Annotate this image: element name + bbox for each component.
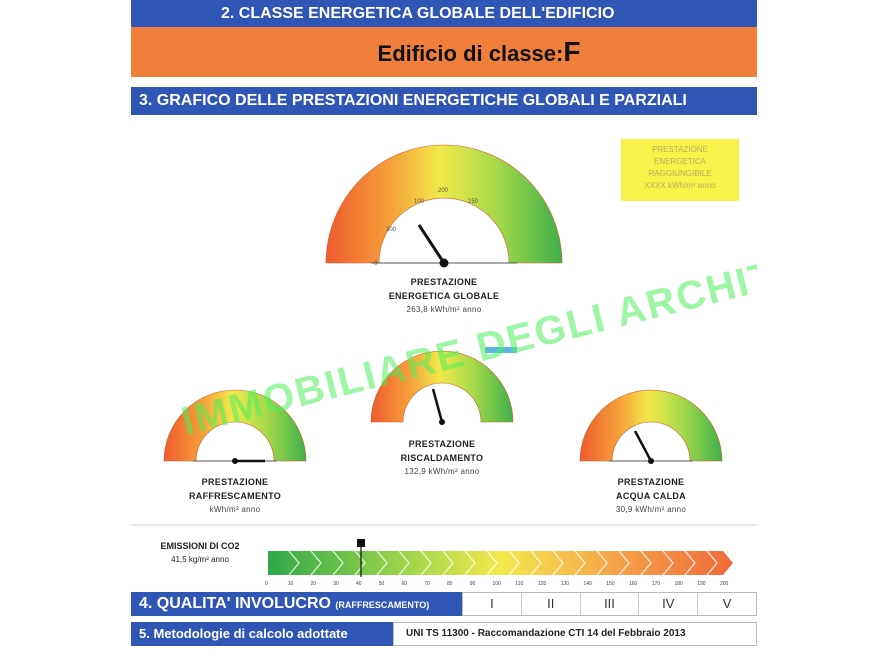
quality-class: III: [581, 593, 640, 615]
water-gauge-needle: [633, 430, 653, 462]
section4: 4. QUALITA' INVOLUCRO (RAFFRESCAMENTO) I…: [131, 592, 757, 616]
co2-tick-label: 160: [629, 581, 638, 587]
co2-tick-label: 20: [311, 581, 317, 587]
section2-title: 2. CLASSE ENERGETICA GLOBALE DELL'EDIFIC…: [131, 0, 757, 27]
legend-line: ENERGETICA: [653, 157, 706, 166]
section4-title-text: 4. QUALITA' INVOLUCRO: [139, 595, 331, 612]
co2-tick-label: 150: [606, 581, 615, 587]
legend-line: PRESTAZIONE: [652, 145, 708, 154]
gauge-tick: 150: [468, 199, 479, 205]
section5: 5. Metodologie di calcolo adottate UNI T…: [131, 622, 757, 646]
cooling-gauge: [163, 389, 307, 464]
global-gauge: 100 200 150 300 0: [325, 144, 563, 268]
legend-line: RAGGIUNGIBILE: [648, 169, 712, 178]
water-gauge: [579, 389, 723, 464]
co2-scale: 0 10 20 30 40 50 60 70 80 90 100 110 120 130 140 150 160…: [265, 539, 733, 587]
heating-gauge-needle: [431, 388, 444, 423]
gauge-tick: 100: [414, 199, 425, 205]
gauge-tick: 200: [438, 188, 449, 194]
gauge-value: 132,9 kWh/m² anno: [404, 467, 480, 476]
gauge-value: 263,8 kWh/m² anno: [406, 305, 482, 314]
gauge-value: kWh/m² anno: [209, 505, 261, 514]
performance-charts: PRESTAZIONE ENERGETICA RAGGIUNGIBILE XXX…: [131, 115, 757, 590]
gauge-subtitle: ACQUA CALDA: [616, 491, 686, 501]
section4-title: 4. QUALITA' INVOLUCRO (RAFFRESCAMENTO): [131, 592, 462, 616]
gauge-subtitle: ENERGETICA GLOBALE: [388, 291, 500, 301]
gauge-title: PRESTAZIONE: [617, 477, 685, 487]
quality-class: I: [463, 593, 522, 615]
quality-class: V: [722, 596, 732, 611]
co2-tick-label: 130: [561, 581, 570, 587]
co2-tick-label: 40: [356, 581, 362, 587]
energy-certificate-page: 2. CLASSE ENERGETICA GLOBALE DELL'EDIFIC…: [131, 0, 757, 648]
co2-marker: [357, 539, 365, 547]
gauge-tick: 300: [386, 227, 397, 233]
cooling-gauge-label: PRESTAZIONE RAFFRESCAMENTO kWh/m² anno: [165, 475, 305, 517]
quality-class: II: [522, 593, 581, 615]
co2-tick-label: 190: [697, 581, 706, 587]
co2-tick-label: 80: [447, 581, 453, 587]
co2-tick-label: 10: [288, 581, 294, 587]
section4-subtitle: (RAFFRESCAMENTO): [335, 600, 430, 610]
heating-gauge: [370, 347, 517, 425]
gauge-tick: 0: [374, 261, 378, 267]
section3-title: 3. GRAFICO DELLE PRESTAZIONI ENERGETICHE…: [131, 87, 757, 115]
co2-tick-label: 110: [515, 581, 523, 587]
energy-class-label: Edificio di classe:: [377, 41, 564, 66]
co2-tick-label: 140: [584, 581, 593, 587]
gauge-title: PRESTAZIONE: [408, 439, 476, 449]
legend-line: XXXX kWh/m² anno: [644, 181, 716, 190]
envelope-quality-classes: I II III IV V: [462, 592, 757, 616]
co2-tick-label: 60: [402, 581, 408, 587]
co2-tick-label: 0: [265, 581, 268, 587]
quality-class: IV: [639, 593, 699, 615]
global-gauge-needle: [417, 224, 446, 264]
co2-tick-label: 90: [470, 581, 476, 587]
section5-text: UNI TS 11300 - Raccomandazione CTI 14 de…: [393, 622, 757, 646]
co2-tick-label: 120: [538, 581, 547, 587]
energy-class-banner: Edificio di classe:F: [131, 27, 757, 77]
co2-tick-label: 170: [652, 581, 661, 587]
co2-value: 41,5 kg/m² anno: [171, 555, 229, 564]
co2-title: EMISSIONI DI CO2: [160, 541, 240, 551]
gauge-title: PRESTAZIONE: [201, 477, 269, 487]
gauge-subtitle: RISCALDAMENTO: [400, 453, 484, 463]
co2-tick-label: 100: [493, 581, 502, 587]
gauge-title: PRESTAZIONE: [410, 277, 478, 287]
co2-tick-label: 200: [720, 581, 729, 587]
water-gauge-label: PRESTAZIONE ACQUA CALDA 30,9 kWh/m² anno: [581, 475, 721, 517]
co2-label: EMISSIONI DI CO2 41,5 kg/m² anno: [141, 540, 259, 566]
gauge-subtitle: RAFFRESCAMENTO: [188, 491, 282, 501]
achievable-performance-box: PRESTAZIONE ENERGETICA RAGGIUNGIBILE XXX…: [621, 139, 739, 201]
section5-title: 5. Metodologie di calcolo adottate: [131, 622, 393, 646]
co2-tick-label: 70: [424, 581, 430, 587]
gauges-svg: 100 200 150 300 0: [131, 144, 757, 587]
co2-tick-label: 30: [333, 581, 339, 587]
co2-tick-label: 50: [379, 581, 385, 587]
co2-tick-label: 180: [675, 581, 684, 587]
gauge-value: 30,9 kWh/m² anno: [615, 505, 687, 514]
energy-class-value: F: [563, 36, 581, 67]
global-gauge-label: PRESTAZIONE ENERGETICA GLOBALE 263,8 kWh…: [344, 275, 544, 317]
heating-gauge-label: PRESTAZIONE RISCALDAMENTO 132,9 kWh/m² a…: [372, 437, 512, 479]
